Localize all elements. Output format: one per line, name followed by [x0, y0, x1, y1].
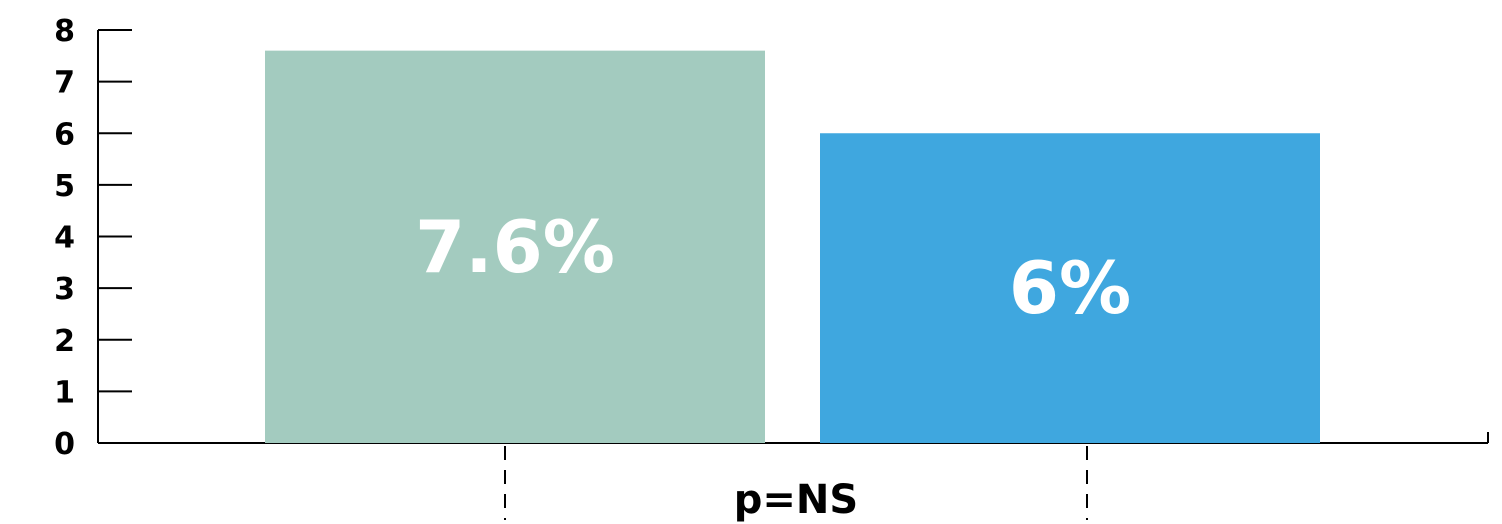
y-tick-label: 0: [54, 427, 75, 462]
y-tick-label: 4: [54, 221, 75, 256]
bar-value-label: 6%: [1009, 246, 1131, 330]
y-tick-label: 5: [54, 169, 75, 204]
significance-annotation: p=NS: [734, 477, 858, 523]
y-tick-label: 6: [54, 117, 75, 152]
y-tick-label: 7: [54, 66, 75, 101]
bar-2: [820, 133, 1320, 443]
y-tick-label: 1: [54, 375, 75, 410]
y-tick-label: 3: [54, 272, 75, 307]
y-tick-label: 8: [54, 14, 75, 49]
bar-value-label: 7.6%: [415, 205, 615, 289]
bars: 7.6% 6%: [265, 50, 1320, 444]
y-axis-ticks: 0 1 2 3 4 5 6 7 8: [54, 14, 132, 462]
y-tick-label: 2: [54, 324, 75, 359]
bar-1: [265, 50, 765, 444]
